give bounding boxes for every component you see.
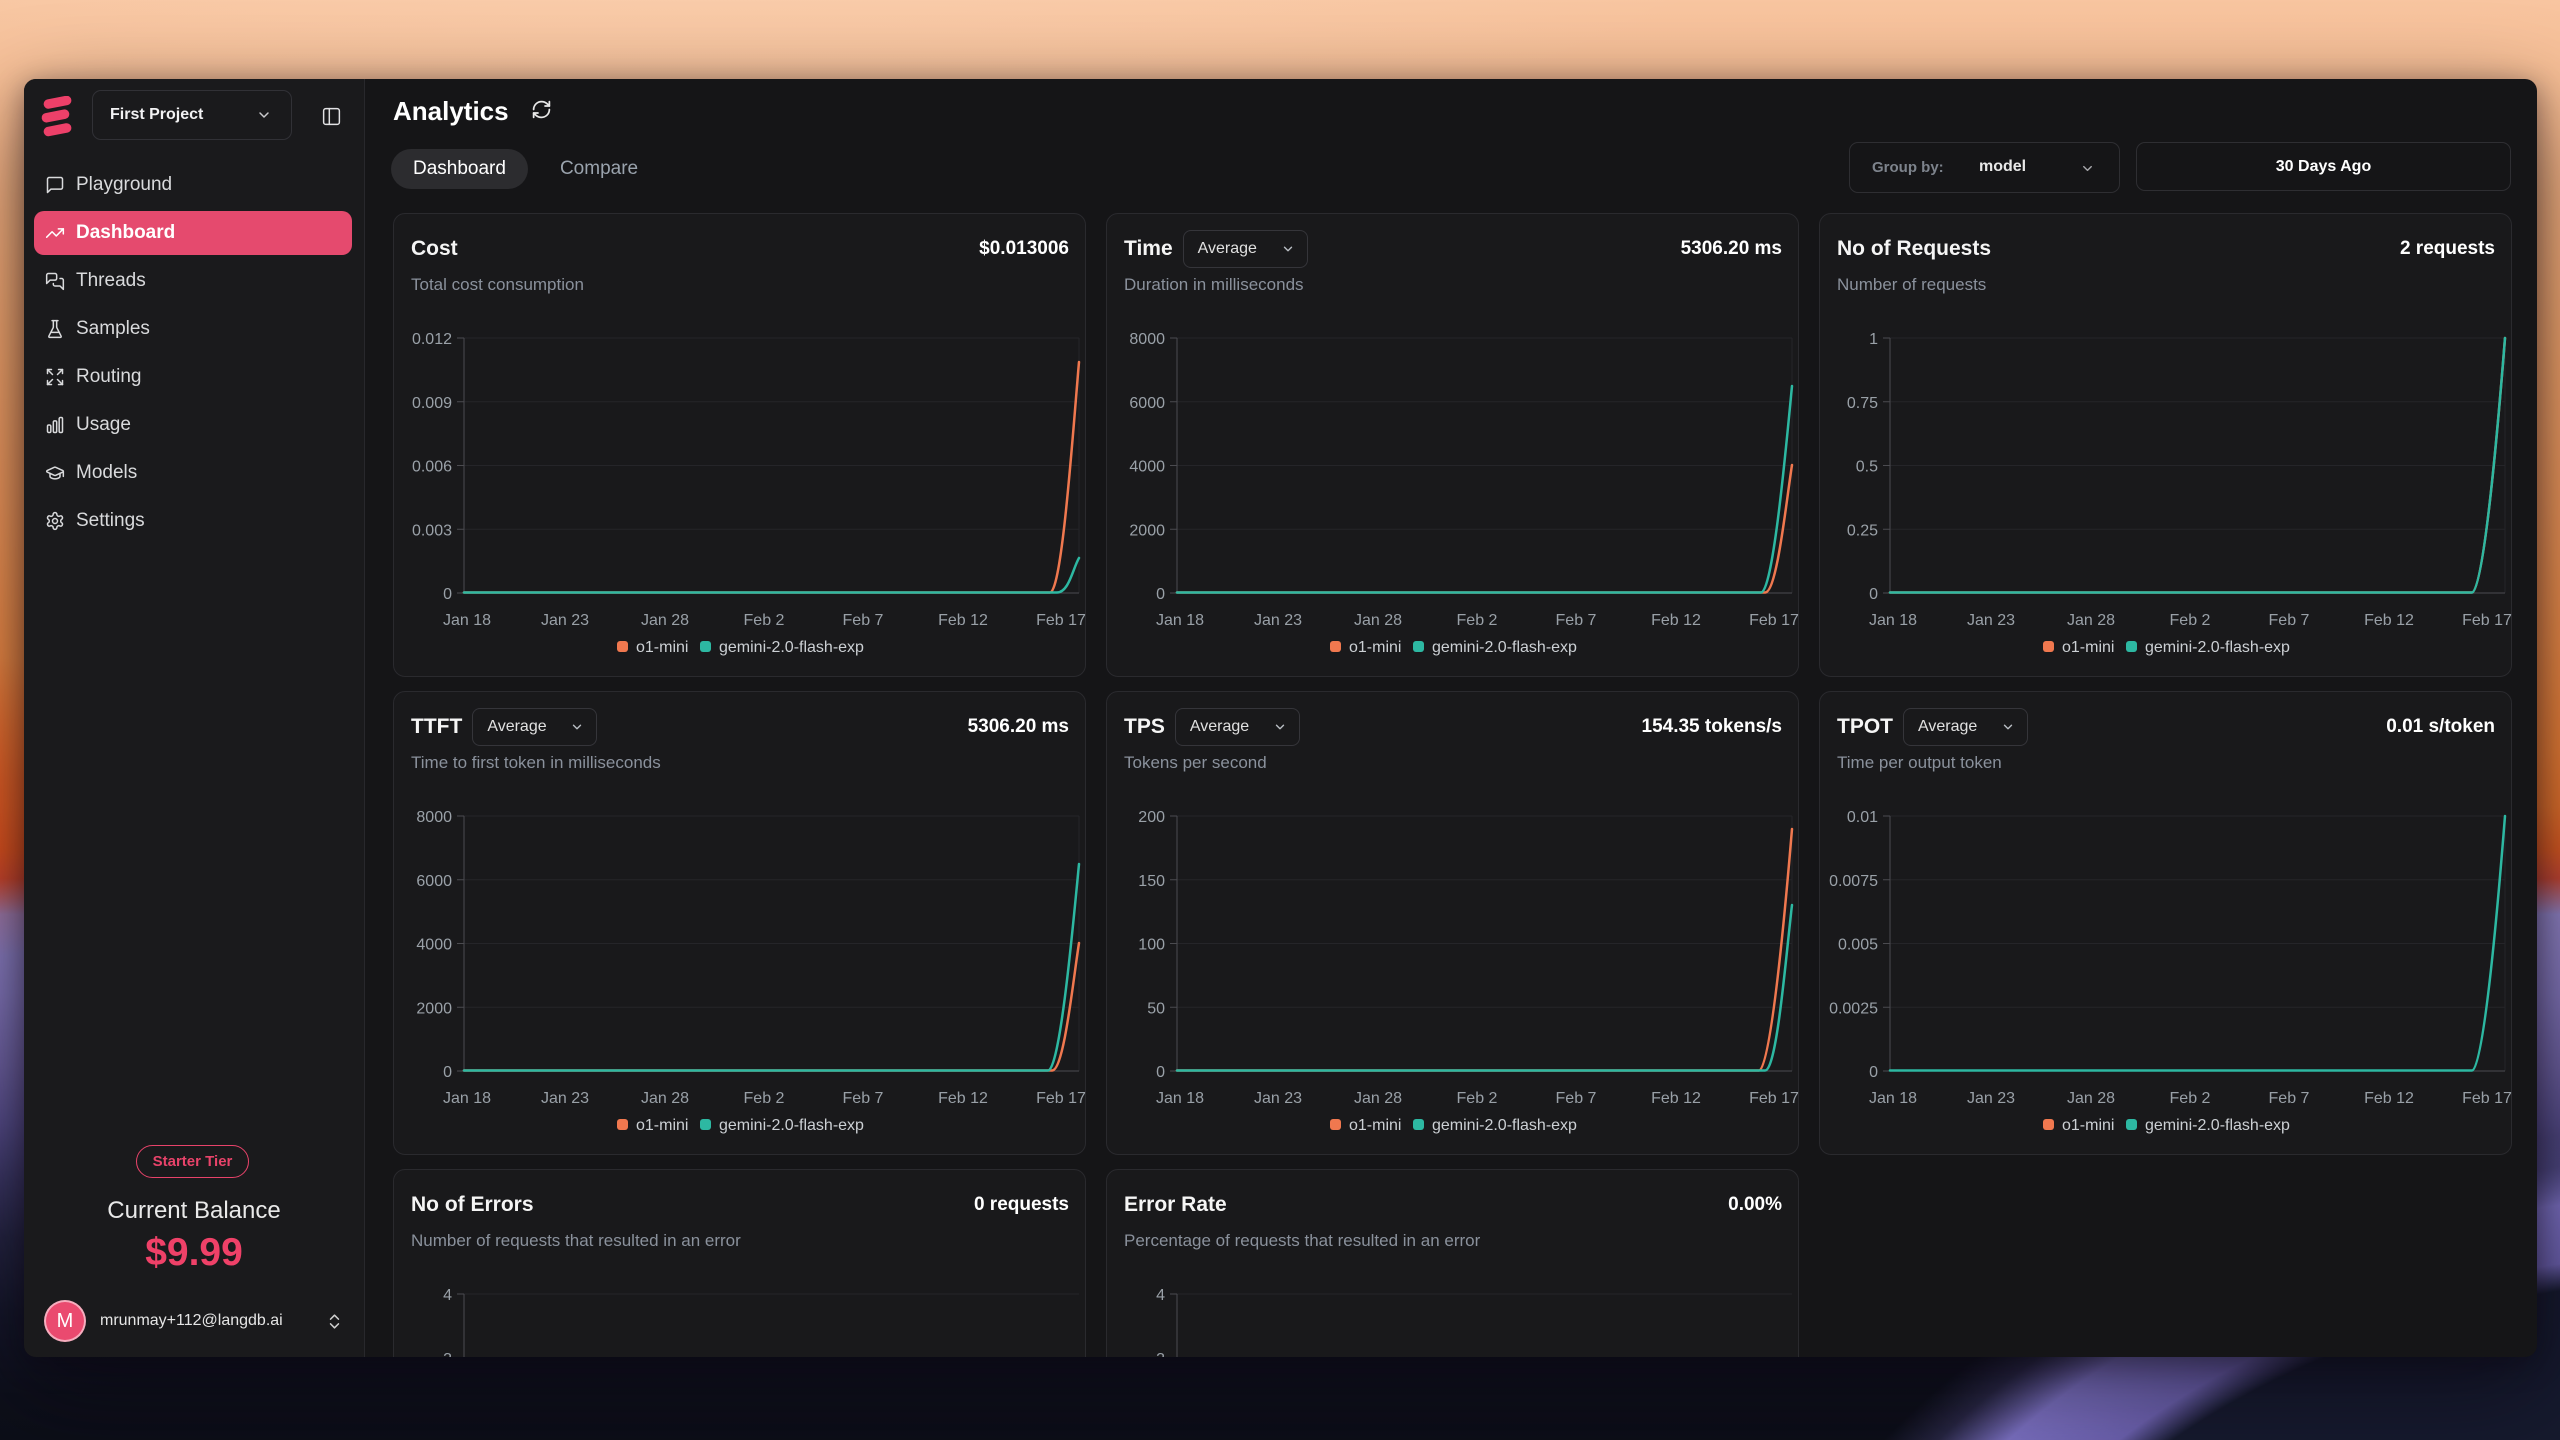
svg-text:50: 50 bbox=[1147, 1000, 1165, 1017]
svg-text:2000: 2000 bbox=[416, 1000, 452, 1017]
svg-text:Jan 18: Jan 18 bbox=[1156, 612, 1204, 629]
svg-text:3: 3 bbox=[443, 1351, 452, 1357]
svg-text:gemini-2.0-flash-exp: gemini-2.0-flash-exp bbox=[2145, 1117, 2290, 1134]
svg-text:4: 4 bbox=[443, 1287, 452, 1304]
svg-text:3: 3 bbox=[1156, 1351, 1165, 1357]
svg-text:Feb 12: Feb 12 bbox=[938, 1090, 988, 1107]
svg-text:0: 0 bbox=[1869, 1064, 1878, 1081]
svg-text:Feb 17: Feb 17 bbox=[2462, 1090, 2512, 1107]
svg-text:6000: 6000 bbox=[1129, 395, 1165, 412]
svg-text:0.75: 0.75 bbox=[1847, 395, 1878, 412]
svg-text:Jan 23: Jan 23 bbox=[541, 612, 589, 629]
svg-text:o1-mini: o1-mini bbox=[1349, 1117, 1401, 1134]
svg-text:8000: 8000 bbox=[1129, 331, 1165, 348]
svg-text:Feb 2: Feb 2 bbox=[2170, 612, 2211, 629]
svg-text:Feb 17: Feb 17 bbox=[1749, 1090, 1799, 1107]
svg-text:Jan 28: Jan 28 bbox=[2067, 612, 2115, 629]
svg-text:Jan 18: Jan 18 bbox=[1156, 1090, 1204, 1107]
svg-text:Jan 18: Jan 18 bbox=[1869, 1090, 1917, 1107]
svg-text:8000: 8000 bbox=[416, 809, 452, 826]
svg-text:Feb 12: Feb 12 bbox=[2364, 612, 2414, 629]
svg-text:0.25: 0.25 bbox=[1847, 522, 1878, 539]
svg-text:0.01: 0.01 bbox=[1847, 809, 1878, 826]
svg-text:Jan 28: Jan 28 bbox=[641, 612, 689, 629]
svg-text:200: 200 bbox=[1138, 809, 1165, 826]
svg-text:Jan 28: Jan 28 bbox=[641, 1090, 689, 1107]
svg-text:Feb 7: Feb 7 bbox=[2269, 612, 2310, 629]
svg-text:Feb 2: Feb 2 bbox=[2170, 1090, 2211, 1107]
svg-text:gemini-2.0-flash-exp: gemini-2.0-flash-exp bbox=[2145, 639, 2290, 656]
svg-text:Jan 28: Jan 28 bbox=[1354, 1090, 1402, 1107]
svg-text:Feb 17: Feb 17 bbox=[1036, 1090, 1086, 1107]
svg-text:Feb 7: Feb 7 bbox=[843, 612, 884, 629]
svg-text:Jan 23: Jan 23 bbox=[1967, 1090, 2015, 1107]
svg-text:1: 1 bbox=[1869, 331, 1878, 348]
svg-text:Feb 12: Feb 12 bbox=[2364, 1090, 2414, 1107]
svg-text:0.009: 0.009 bbox=[412, 395, 452, 412]
svg-text:Feb 17: Feb 17 bbox=[1036, 612, 1086, 629]
svg-text:Feb 12: Feb 12 bbox=[938, 612, 988, 629]
svg-text:Feb 7: Feb 7 bbox=[1556, 1090, 1597, 1107]
svg-text:4000: 4000 bbox=[416, 937, 452, 954]
svg-text:Feb 2: Feb 2 bbox=[1457, 1090, 1498, 1107]
svg-text:0.0025: 0.0025 bbox=[1829, 1000, 1878, 1017]
svg-text:gemini-2.0-flash-exp: gemini-2.0-flash-exp bbox=[1432, 639, 1577, 656]
svg-text:Jan 23: Jan 23 bbox=[541, 1090, 589, 1107]
svg-text:100: 100 bbox=[1138, 937, 1165, 954]
svg-text:0: 0 bbox=[1156, 586, 1165, 603]
svg-text:4000: 4000 bbox=[1129, 459, 1165, 476]
svg-text:0: 0 bbox=[443, 1064, 452, 1081]
svg-text:0.5: 0.5 bbox=[1856, 459, 1878, 476]
svg-text:o1-mini: o1-mini bbox=[1349, 639, 1401, 656]
svg-text:2000: 2000 bbox=[1129, 522, 1165, 539]
svg-text:o1-mini: o1-mini bbox=[636, 639, 688, 656]
svg-text:Feb 12: Feb 12 bbox=[1651, 1090, 1701, 1107]
svg-text:0: 0 bbox=[1156, 1064, 1165, 1081]
svg-text:0.0075: 0.0075 bbox=[1829, 873, 1878, 890]
svg-text:Jan 18: Jan 18 bbox=[443, 1090, 491, 1107]
svg-text:gemini-2.0-flash-exp: gemini-2.0-flash-exp bbox=[719, 639, 864, 656]
svg-text:Jan 28: Jan 28 bbox=[1354, 612, 1402, 629]
svg-text:o1-mini: o1-mini bbox=[2062, 639, 2114, 656]
svg-text:gemini-2.0-flash-exp: gemini-2.0-flash-exp bbox=[1432, 1117, 1577, 1134]
svg-text:o1-mini: o1-mini bbox=[2062, 1117, 2114, 1134]
svg-text:Jan 23: Jan 23 bbox=[1254, 612, 1302, 629]
svg-text:Feb 7: Feb 7 bbox=[2269, 1090, 2310, 1107]
svg-text:Feb 17: Feb 17 bbox=[1749, 612, 1799, 629]
svg-text:Feb 2: Feb 2 bbox=[744, 612, 785, 629]
svg-text:Feb 2: Feb 2 bbox=[1457, 612, 1498, 629]
svg-text:gemini-2.0-flash-exp: gemini-2.0-flash-exp bbox=[719, 1117, 864, 1134]
svg-text:Jan 23: Jan 23 bbox=[1254, 1090, 1302, 1107]
svg-text:Jan 18: Jan 18 bbox=[1869, 612, 1917, 629]
svg-text:150: 150 bbox=[1138, 873, 1165, 890]
svg-text:Feb 17: Feb 17 bbox=[2462, 612, 2512, 629]
svg-text:Feb 2: Feb 2 bbox=[744, 1090, 785, 1107]
svg-text:Feb 12: Feb 12 bbox=[1651, 612, 1701, 629]
svg-text:4: 4 bbox=[1156, 1287, 1165, 1304]
svg-text:0.003: 0.003 bbox=[412, 522, 452, 539]
svg-text:6000: 6000 bbox=[416, 873, 452, 890]
svg-text:Feb 7: Feb 7 bbox=[843, 1090, 884, 1107]
svg-text:Jan 18: Jan 18 bbox=[443, 612, 491, 629]
svg-text:0.012: 0.012 bbox=[412, 331, 452, 348]
svg-text:0: 0 bbox=[443, 586, 452, 603]
svg-text:0.005: 0.005 bbox=[1838, 937, 1878, 954]
svg-text:Jan 28: Jan 28 bbox=[2067, 1090, 2115, 1107]
svg-text:Jan 23: Jan 23 bbox=[1967, 612, 2015, 629]
svg-text:Feb 7: Feb 7 bbox=[1556, 612, 1597, 629]
svg-text:0: 0 bbox=[1869, 586, 1878, 603]
svg-text:0.006: 0.006 bbox=[412, 459, 452, 476]
svg-text:o1-mini: o1-mini bbox=[636, 1117, 688, 1134]
